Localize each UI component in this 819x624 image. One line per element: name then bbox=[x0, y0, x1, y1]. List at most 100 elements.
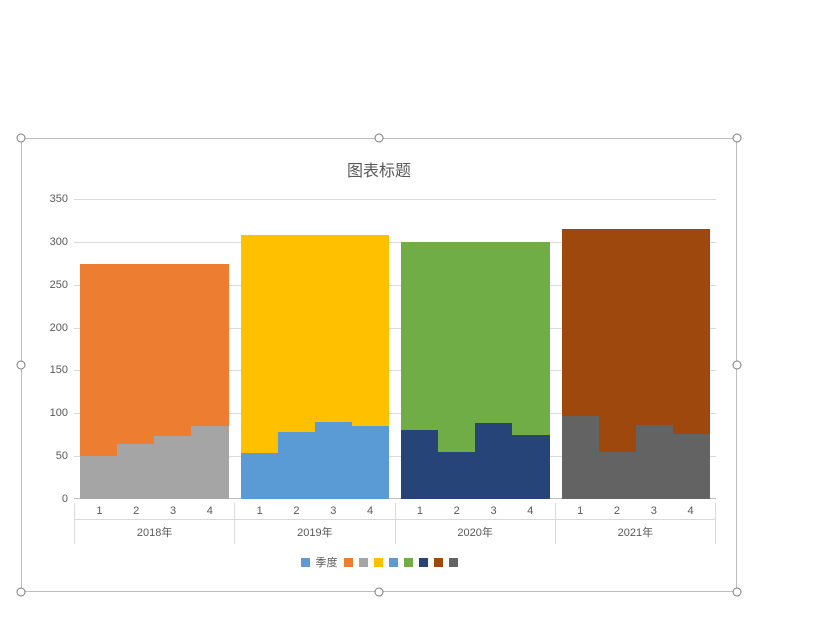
quarter-bar[interactable] bbox=[636, 229, 673, 499]
selection-handle[interactable] bbox=[17, 361, 26, 370]
y-tick-label: 300 bbox=[50, 236, 68, 248]
bar-segment-top[interactable] bbox=[401, 242, 438, 431]
bar-segment-top[interactable] bbox=[154, 264, 191, 435]
year-group bbox=[395, 199, 556, 499]
bar-segment-top[interactable] bbox=[512, 242, 549, 435]
x-quarter-label: 4 bbox=[352, 503, 389, 519]
y-tick-label: 200 bbox=[50, 322, 68, 334]
y-tick-label: 0 bbox=[62, 493, 68, 505]
x-group: 12342020年 bbox=[396, 503, 556, 544]
y-tick-label: 100 bbox=[50, 407, 68, 419]
bar-segment-bottom[interactable] bbox=[438, 452, 475, 499]
legend-swatch bbox=[389, 558, 398, 567]
bar-segment-top[interactable] bbox=[475, 242, 512, 423]
x-quarter-label: 3 bbox=[155, 503, 192, 519]
selection-handle[interactable] bbox=[17, 134, 26, 143]
y-tick-label: 350 bbox=[50, 193, 68, 205]
y-tick-label: 150 bbox=[50, 364, 68, 376]
x-quarter-label: 4 bbox=[512, 503, 549, 519]
plot-area: 050100150200250300350 bbox=[74, 199, 716, 499]
quarter-bar[interactable] bbox=[512, 242, 549, 499]
chart-title[interactable]: 图表标题 bbox=[22, 139, 736, 191]
quarter-bar[interactable] bbox=[599, 229, 636, 499]
bar-segment-top[interactable] bbox=[562, 229, 599, 416]
bar-segment-top[interactable] bbox=[80, 264, 117, 456]
quarter-bar[interactable] bbox=[241, 235, 278, 499]
bar-segment-bottom[interactable] bbox=[80, 456, 117, 499]
x-quarter-label: 2 bbox=[118, 503, 155, 519]
bar-segment-bottom[interactable] bbox=[673, 434, 710, 499]
legend-swatch bbox=[344, 558, 353, 567]
x-quarter-label: 3 bbox=[635, 503, 672, 519]
x-quarter-label: 4 bbox=[191, 503, 228, 519]
legend-swatch bbox=[374, 558, 383, 567]
quarter-bar[interactable] bbox=[117, 264, 154, 499]
x-axis: 12342018年12342019年12342020年12342021年 bbox=[74, 503, 716, 544]
selection-handle[interactable] bbox=[733, 134, 742, 143]
canvas: 图表标题 050100150200250300350 12342018年1234… bbox=[0, 0, 819, 624]
legend-label: 季度 bbox=[316, 554, 338, 570]
quarter-bar[interactable] bbox=[80, 264, 117, 499]
x-year-label: 2018年 bbox=[75, 520, 234, 544]
legend-swatch bbox=[404, 558, 413, 567]
quarter-bar[interactable] bbox=[278, 235, 315, 499]
bar-segment-bottom[interactable] bbox=[475, 423, 512, 499]
year-group bbox=[74, 199, 235, 499]
bar-segment-bottom[interactable] bbox=[636, 425, 673, 499]
x-quarter-label: 1 bbox=[562, 503, 599, 519]
quarter-bar[interactable] bbox=[154, 264, 191, 499]
quarter-bar[interactable] bbox=[475, 242, 512, 499]
quarter-bar[interactable] bbox=[352, 235, 389, 499]
bar-segment-top[interactable] bbox=[599, 229, 636, 452]
selection-handle[interactable] bbox=[17, 588, 26, 597]
selection-handle[interactable] bbox=[733, 588, 742, 597]
legend-swatch bbox=[449, 558, 458, 567]
x-quarter-label: 1 bbox=[402, 503, 439, 519]
bar-segment-bottom[interactable] bbox=[562, 416, 599, 499]
chart-object[interactable]: 图表标题 050100150200250300350 12342018年1234… bbox=[21, 138, 737, 592]
bar-segment-bottom[interactable] bbox=[191, 426, 228, 499]
selection-handle[interactable] bbox=[375, 588, 384, 597]
legend-swatch bbox=[434, 558, 443, 567]
bar-segment-bottom[interactable] bbox=[154, 436, 191, 499]
bar-segment-bottom[interactable] bbox=[352, 426, 389, 499]
quarter-bar[interactable] bbox=[438, 242, 475, 499]
legend-swatch bbox=[419, 558, 428, 567]
x-quarter-label: 2 bbox=[599, 503, 636, 519]
selection-handle[interactable] bbox=[733, 361, 742, 370]
x-year-label: 2019年 bbox=[235, 520, 394, 544]
quarter-bar[interactable] bbox=[562, 229, 599, 499]
chart-legend[interactable]: 季度 bbox=[22, 554, 736, 570]
x-quarter-label: 2 bbox=[278, 503, 315, 519]
bar-segment-top[interactable] bbox=[117, 264, 154, 444]
bar-segment-bottom[interactable] bbox=[278, 432, 315, 499]
selection-handle[interactable] bbox=[375, 134, 384, 143]
quarter-bar[interactable] bbox=[401, 242, 438, 499]
bar-segment-bottom[interactable] bbox=[315, 422, 352, 499]
x-quarter-label: 4 bbox=[672, 503, 709, 519]
bar-segment-top[interactable] bbox=[352, 235, 389, 426]
quarter-bar[interactable] bbox=[191, 264, 228, 499]
bar-segment-bottom[interactable] bbox=[117, 444, 154, 499]
bar-segment-top[interactable] bbox=[636, 229, 673, 425]
quarter-bar[interactable] bbox=[315, 235, 352, 499]
bar-segment-top[interactable] bbox=[673, 229, 710, 434]
bar-segment-top[interactable] bbox=[278, 235, 315, 432]
bar-segment-top[interactable] bbox=[315, 235, 352, 422]
bar-segment-top[interactable] bbox=[438, 242, 475, 452]
quarter-bar[interactable] bbox=[673, 229, 710, 499]
bar-segment-top[interactable] bbox=[191, 264, 228, 426]
bar-segment-bottom[interactable] bbox=[241, 453, 278, 499]
x-group: 12342019年 bbox=[235, 503, 395, 544]
x-year-label: 2020年 bbox=[396, 520, 555, 544]
x-quarter-label: 1 bbox=[241, 503, 278, 519]
bar-segment-bottom[interactable] bbox=[512, 435, 549, 499]
legend-swatch bbox=[359, 558, 368, 567]
x-year-label: 2021年 bbox=[556, 520, 715, 544]
legend-swatch bbox=[301, 558, 310, 567]
x-group: 12342021年 bbox=[556, 503, 716, 544]
bar-segment-top[interactable] bbox=[241, 235, 278, 453]
y-tick-label: 50 bbox=[56, 450, 68, 462]
bar-segment-bottom[interactable] bbox=[401, 430, 438, 499]
bar-segment-bottom[interactable] bbox=[599, 452, 636, 499]
